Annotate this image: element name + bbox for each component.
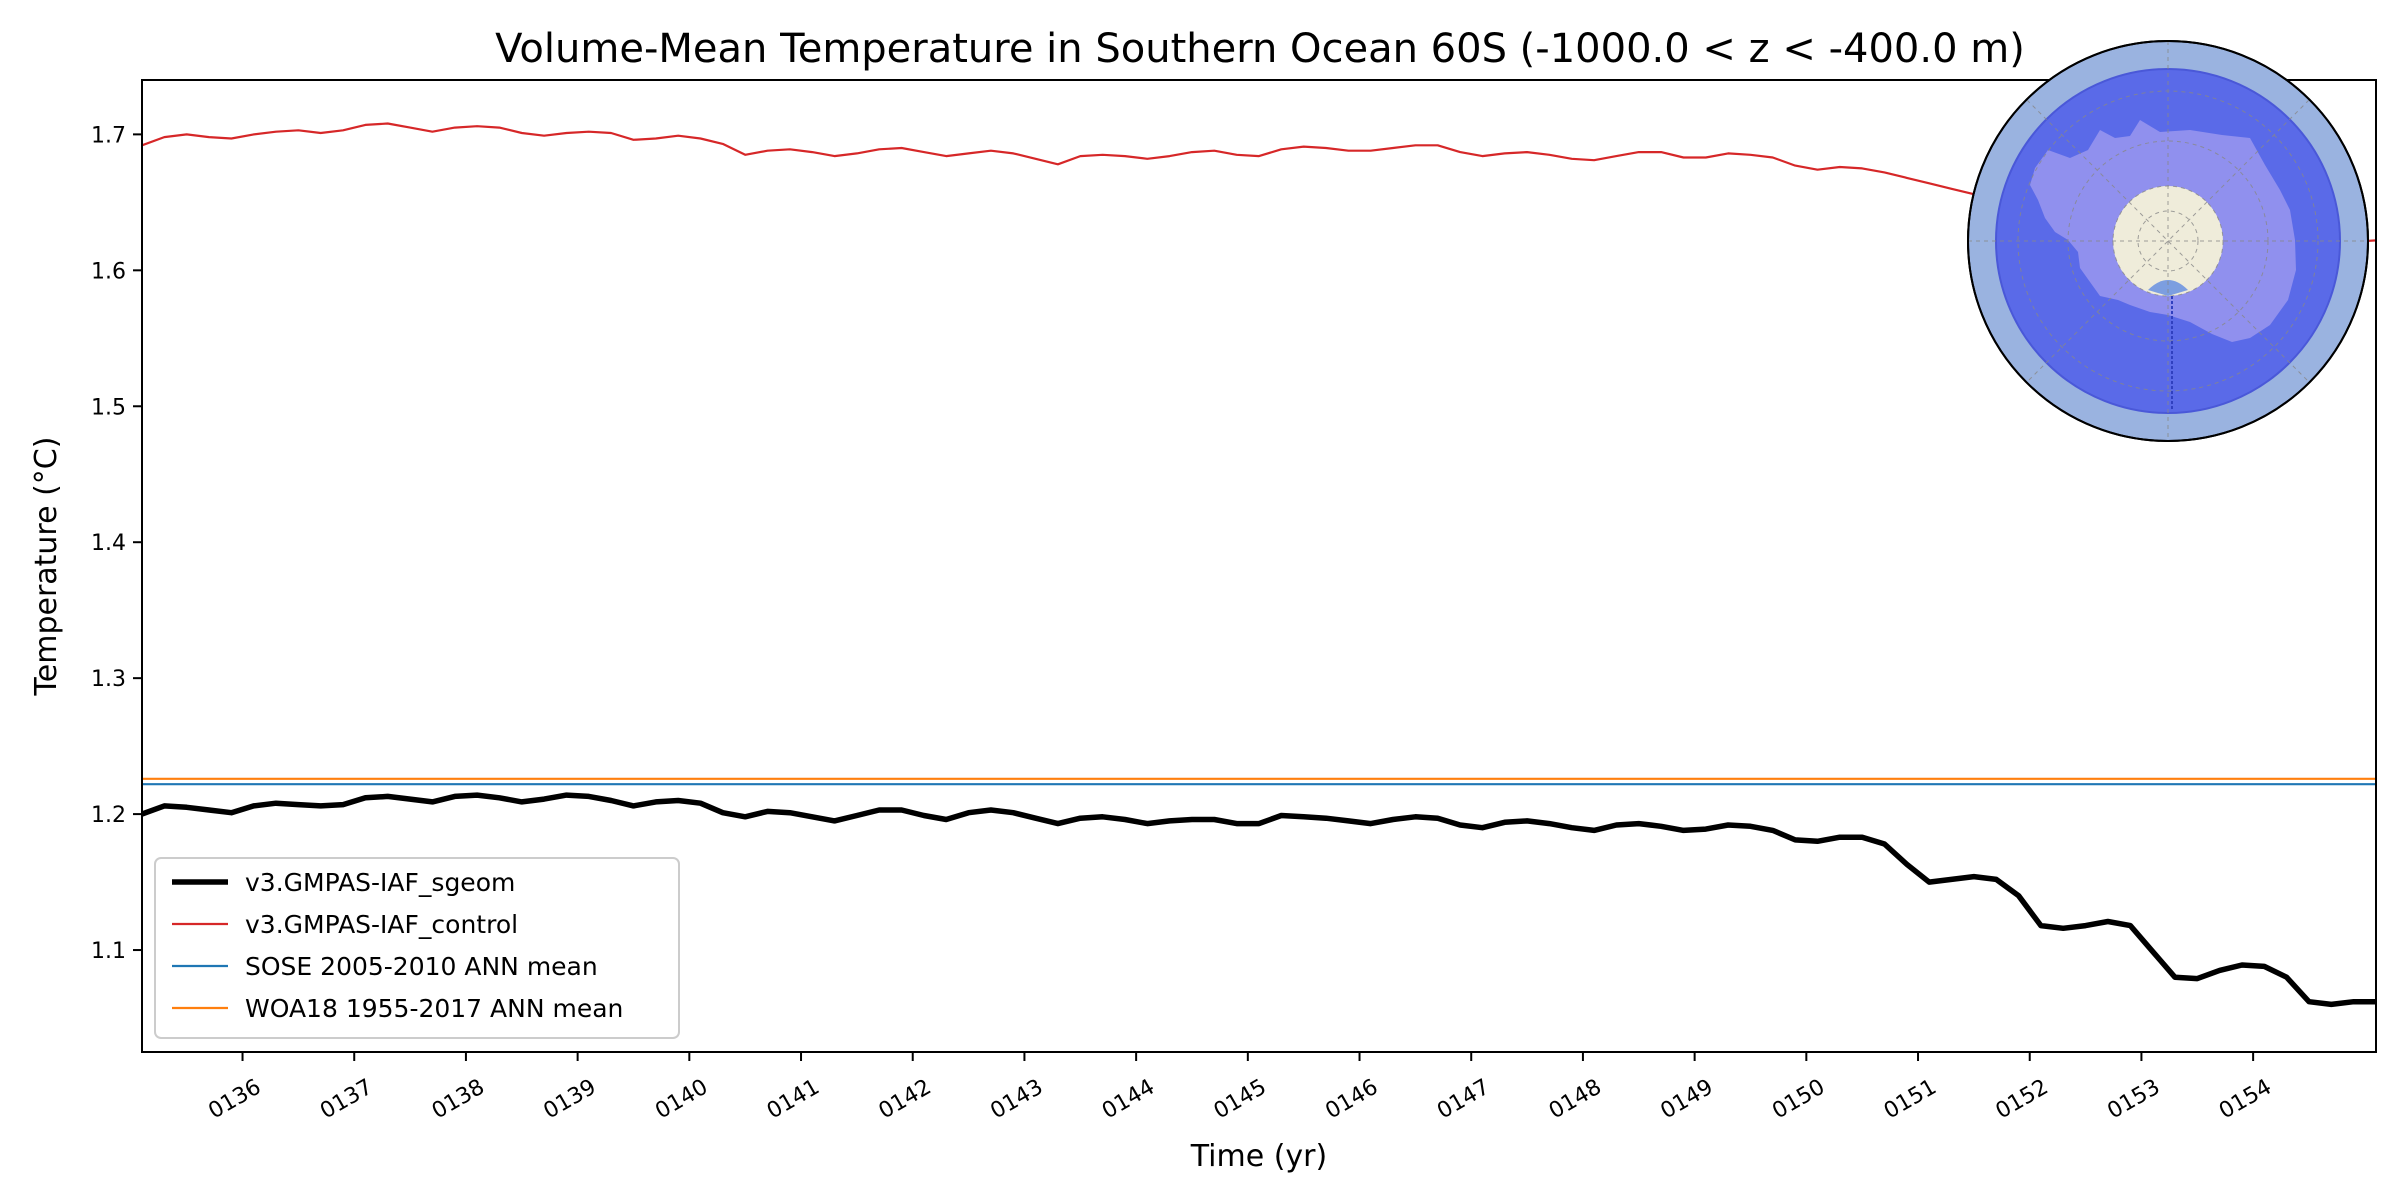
y-tick-label: 1.6 (91, 259, 126, 284)
legend-label: SOSE 2005-2010 ANN mean (245, 952, 598, 981)
legend-label: v3.GMPAS-IAF_sgeom (245, 868, 515, 897)
y-tick-label: 1.1 (91, 939, 126, 964)
legend: v3.GMPAS-IAF_sgeom v3.GMPAS-IAF_control SO… (155, 858, 679, 1038)
y-axis-label: Temperature (°C) (29, 437, 64, 697)
region-map-inset (1968, 41, 2368, 441)
chart-title: Volume-Mean Temperature in Southern Ocea… (495, 26, 2025, 72)
x-axis-label: Time (yr) (1190, 1139, 1327, 1174)
y-tick-label: 1.2 (91, 803, 126, 828)
legend-label: WOA18 1955-2017 ANN mean (245, 994, 623, 1023)
y-tick-label: 1.3 (91, 667, 126, 692)
y-tick-label: 1.5 (91, 395, 126, 420)
chart: Volume-Mean Temperature in Southern Ocea… (0, 0, 2400, 1200)
legend-label: v3.GMPAS-IAF_control (245, 910, 518, 939)
y-tick-label: 1.4 (91, 531, 126, 556)
y-tick-label: 1.7 (91, 123, 126, 148)
